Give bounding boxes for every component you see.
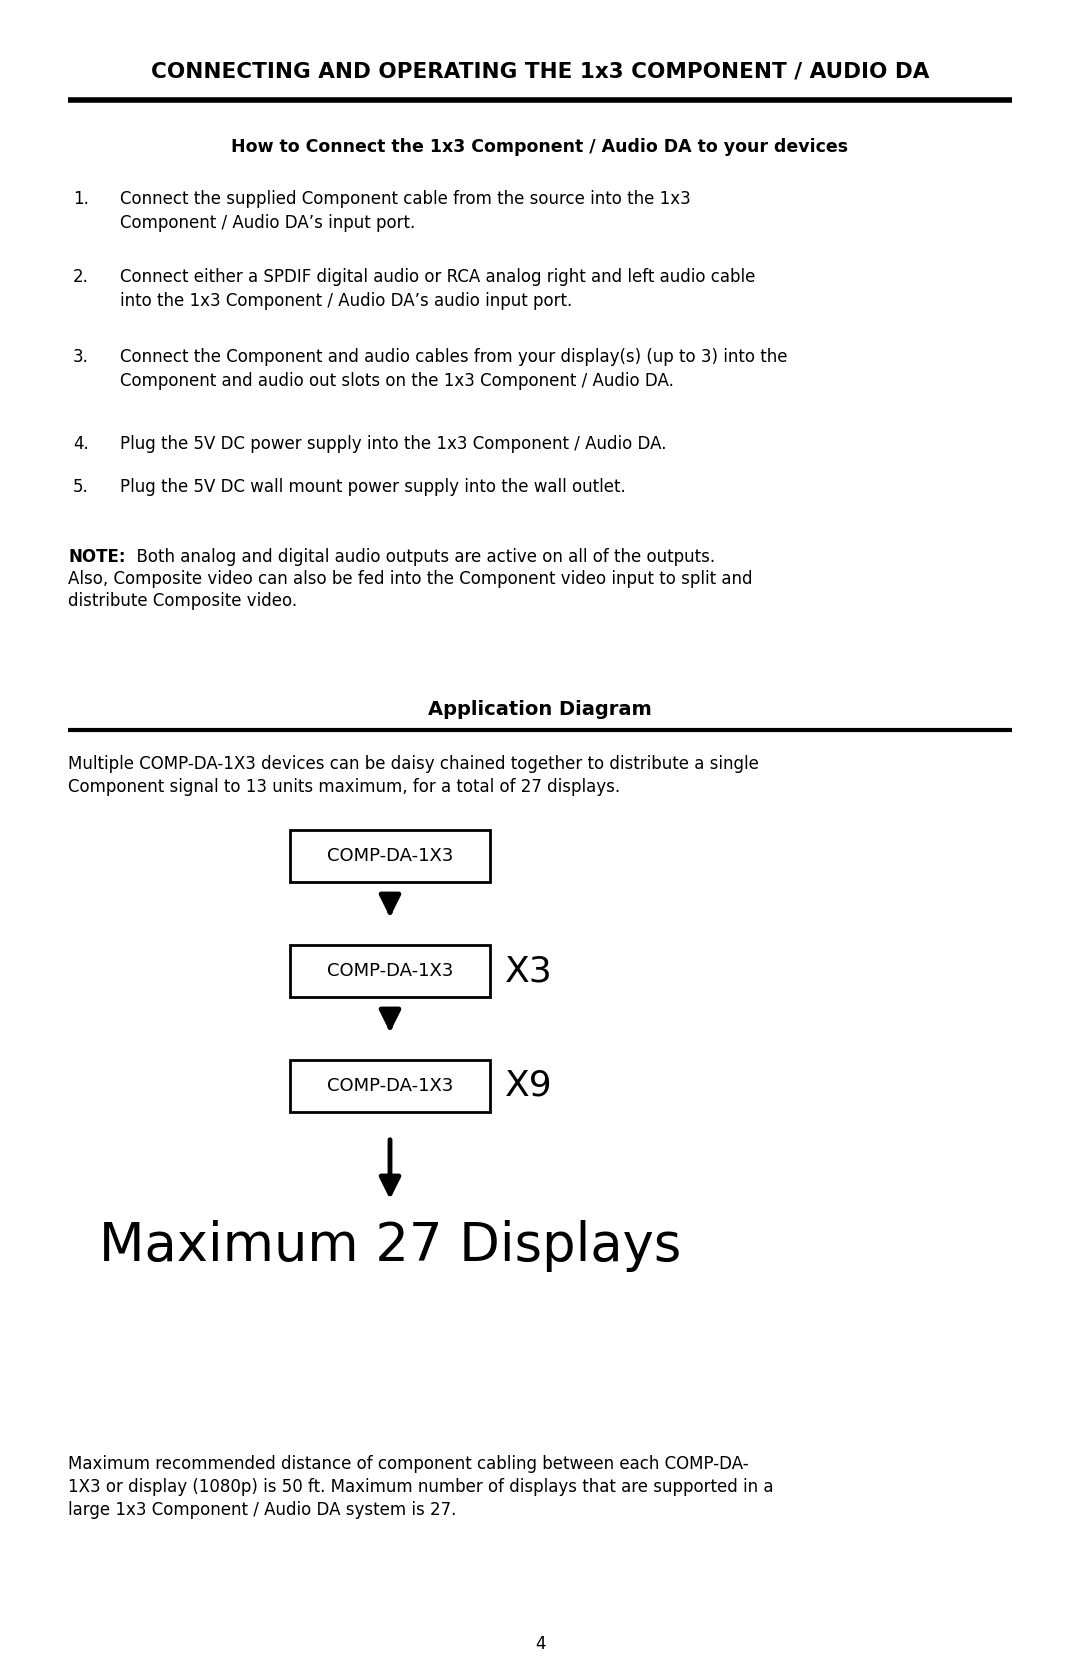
Text: 4.: 4. bbox=[73, 436, 89, 452]
Text: large 1x3 Component / Audio DA system is 27.: large 1x3 Component / Audio DA system is… bbox=[68, 1500, 457, 1519]
Text: 1.: 1. bbox=[73, 190, 89, 209]
Text: Maximum recommended distance of component cabling between each COMP-DA-: Maximum recommended distance of componen… bbox=[68, 1455, 748, 1474]
Text: COMP-DA-1X3: COMP-DA-1X3 bbox=[327, 961, 454, 980]
Text: Multiple COMP-DA-1X3 devices can be daisy chained together to distribute a singl: Multiple COMP-DA-1X3 devices can be dais… bbox=[68, 754, 759, 773]
Text: Plug the 5V DC wall mount power supply into the wall outlet.: Plug the 5V DC wall mount power supply i… bbox=[120, 477, 625, 496]
Text: X9: X9 bbox=[505, 1070, 553, 1103]
Text: Also, Composite video can also be fed into the Component video input to split an: Also, Composite video can also be fed in… bbox=[68, 571, 753, 587]
Text: Plug the 5V DC power supply into the 1x3 Component / Audio DA.: Plug the 5V DC power supply into the 1x3… bbox=[120, 436, 666, 452]
Text: distribute Composite video.: distribute Composite video. bbox=[68, 592, 297, 609]
Text: Component signal to 13 units maximum, for a total of 27 displays.: Component signal to 13 units maximum, fo… bbox=[68, 778, 620, 796]
Text: COMP-DA-1X3: COMP-DA-1X3 bbox=[327, 846, 454, 865]
Text: 3.: 3. bbox=[73, 349, 89, 366]
Text: Both analog and digital audio outputs are active on all of the outputs.: Both analog and digital audio outputs ar… bbox=[126, 547, 715, 566]
Text: 4: 4 bbox=[535, 1636, 545, 1652]
Text: Connect the Component and audio cables from your display(s) (up to 3) into the
C: Connect the Component and audio cables f… bbox=[120, 349, 787, 391]
Bar bbox=[291, 945, 490, 996]
Text: COMP-DA-1X3: COMP-DA-1X3 bbox=[327, 1077, 454, 1095]
Text: Application Diagram: Application Diagram bbox=[428, 699, 652, 719]
Text: X3: X3 bbox=[505, 955, 553, 988]
Text: Connect either a SPDIF digital audio or RCA analog right and left audio cable
in: Connect either a SPDIF digital audio or … bbox=[120, 269, 755, 310]
Text: 1X3 or display (1080p) is 50 ft. Maximum number of displays that are supported i: 1X3 or display (1080p) is 50 ft. Maximum… bbox=[68, 1479, 773, 1495]
Text: 5.: 5. bbox=[73, 477, 89, 496]
Bar bbox=[291, 829, 490, 881]
Text: Connect the supplied Component cable from the source into the 1x3
Component / Au: Connect the supplied Component cable fro… bbox=[120, 190, 691, 232]
Text: 2.: 2. bbox=[73, 269, 89, 285]
Bar bbox=[291, 1060, 490, 1112]
Text: How to Connect the 1x3 Component / Audio DA to your devices: How to Connect the 1x3 Component / Audio… bbox=[231, 139, 849, 155]
Text: Maximum 27 Displays: Maximum 27 Displays bbox=[98, 1220, 681, 1272]
Text: NOTE:: NOTE: bbox=[68, 547, 125, 566]
Text: CONNECTING AND OPERATING THE 1x3 COMPONENT / AUDIO DA: CONNECTING AND OPERATING THE 1x3 COMPONE… bbox=[151, 62, 929, 82]
